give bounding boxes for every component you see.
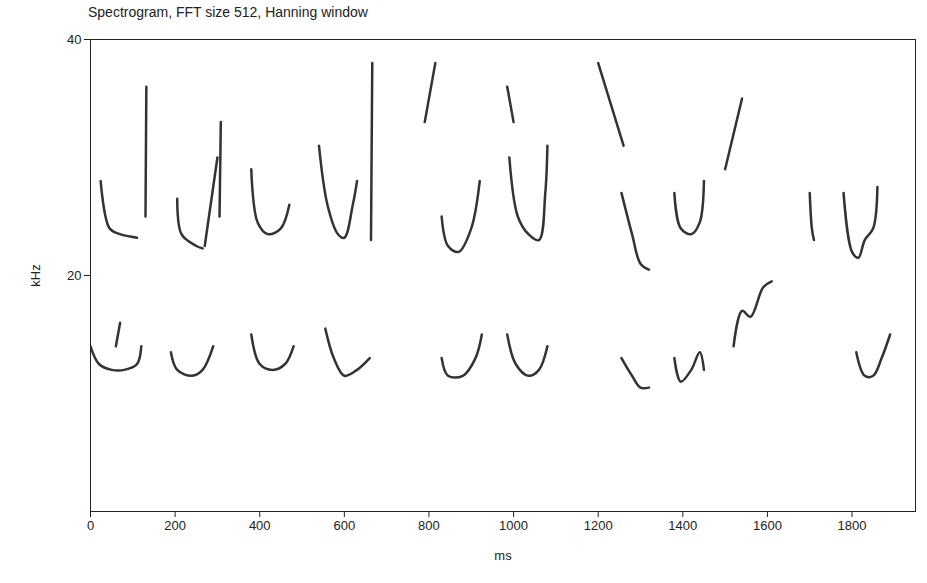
svg-text:20: 20 [67,268,81,283]
svg-text:40: 40 [67,32,81,47]
svg-text:1800: 1800 [838,518,867,533]
svg-text:1200: 1200 [584,518,613,533]
svg-text:kHz: kHz [28,264,43,286]
svg-text:ms: ms [494,548,512,563]
svg-text:800: 800 [418,518,440,533]
svg-text:400: 400 [249,518,271,533]
svg-text:1000: 1000 [499,518,528,533]
svg-text:0: 0 [87,518,94,533]
svg-text:1600: 1600 [753,518,782,533]
svg-text:600: 600 [333,518,355,533]
svg-text:200: 200 [164,518,186,533]
html-text:Spectrogram, FFT size 512, Han: Spectrogram, FFT size 512, Hanning windo… [88,4,368,20]
svg-text:1400: 1400 [668,518,697,533]
